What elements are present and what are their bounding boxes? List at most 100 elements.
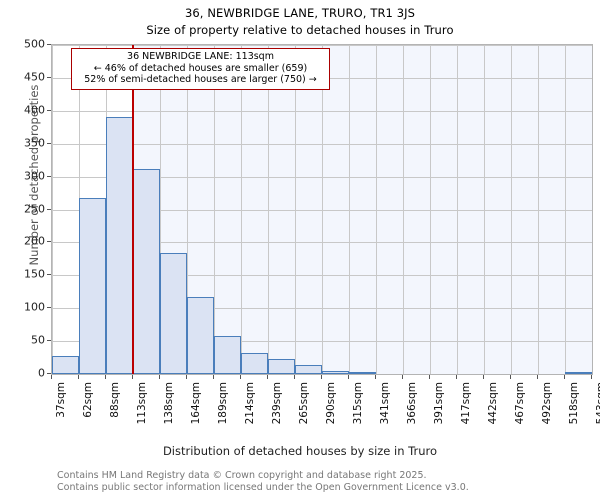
x-axis-tick-label: 442sqm (487, 382, 499, 425)
gridline-vertical (187, 45, 188, 374)
x-axis-tick-label: 214sqm (244, 382, 256, 425)
x-axis-tick-label: 366sqm (406, 382, 418, 425)
y-axis-tick-label: 0 (38, 366, 45, 380)
gridline-vertical (511, 45, 512, 374)
annotation-line-2: ← 46% of detached houses are smaller (65… (93, 62, 308, 74)
y-axis-tick-mark (47, 76, 51, 78)
bar (565, 372, 592, 374)
bar (52, 355, 79, 374)
bar (106, 116, 133, 374)
x-axis-tick-label: 315sqm (352, 382, 364, 425)
y-axis-tick-mark (47, 109, 51, 111)
x-axis-tick-label: 518sqm (568, 382, 580, 425)
x-axis-tick-label: 88sqm (109, 382, 121, 418)
y-axis-tick-label: 100 (24, 300, 45, 314)
y-axis-tick-label: 450 (24, 70, 45, 84)
x-axis-tick-label: 138sqm (163, 382, 175, 425)
y-axis-tick-mark (47, 373, 51, 374)
bar (268, 358, 295, 374)
y-axis-tick-label: 400 (24, 103, 45, 117)
bar (295, 365, 322, 374)
x-axis-tick-mark (51, 375, 52, 379)
x-axis-tick-label: 391sqm (433, 382, 445, 425)
x-axis-tick-mark (294, 375, 295, 379)
gridline-vertical (403, 45, 404, 374)
x-axis-tick-label: 290sqm (325, 382, 337, 425)
y-axis-tick-label: 150 (24, 267, 45, 281)
y-axis-tick-mark (47, 175, 51, 177)
bar (187, 297, 214, 374)
x-axis-tick-mark (78, 375, 79, 379)
x-axis-tick-label: 164sqm (190, 382, 202, 425)
chart-title: 36, NEWBRIDGE LANE, TRURO, TR1 3JS (184, 6, 416, 20)
annotation-line-3: 52% of semi-detached houses are larger (… (84, 74, 317, 85)
y-axis-tick-label: 350 (24, 136, 45, 150)
footer-line-2: Contains public sector information licen… (57, 481, 469, 493)
y-axis-tick-mark (47, 142, 51, 144)
gridline-vertical (565, 45, 566, 374)
x-axis-tick-mark (348, 375, 349, 379)
x-axis-tick-label: 113sqm (136, 382, 148, 425)
gridline-vertical (214, 45, 215, 374)
x-axis-tick-mark (240, 375, 241, 379)
gridline-vertical (268, 45, 269, 374)
x-axis-tick-mark (267, 375, 268, 379)
y-axis-tick-label: 250 (24, 202, 45, 215)
y-axis-tick-mark (47, 241, 51, 243)
chart-subtitle: Size of property relative to detached ho… (146, 23, 454, 37)
x-axis-tick-mark (591, 375, 592, 379)
gridline-vertical (592, 45, 593, 374)
gridline-vertical (484, 45, 485, 374)
y-axis-tick-mark (47, 340, 51, 342)
y-axis-tick-label: 300 (24, 169, 45, 183)
x-axis-tick-mark (402, 375, 403, 379)
x-axis-tick-mark (429, 375, 430, 379)
x-axis-tick-mark (537, 375, 538, 379)
x-axis-label: Distribution of detached houses by size … (162, 444, 438, 458)
y-axis-tick-label: 200 (24, 234, 45, 248)
y-axis-tick-label: 50 (31, 333, 45, 347)
annotation-line-1: 36 NEWBRIDGE LANE: 113sqm (127, 51, 274, 62)
gridline-vertical (322, 45, 323, 374)
y-axis-tick-mark (47, 307, 51, 309)
gridline-vertical (295, 45, 296, 374)
footer-attribution: Contains HM Land Registry data © Crown c… (57, 470, 469, 493)
x-axis-tick-label: 37sqm (55, 382, 67, 418)
plot-area (51, 44, 593, 375)
gridline-vertical (457, 45, 458, 374)
x-axis-tick-label: 492sqm (541, 382, 553, 425)
x-axis-tick-mark (483, 375, 484, 379)
gridline-vertical (376, 45, 377, 374)
bar (241, 352, 268, 374)
x-axis-tick-label: 543sqm (595, 382, 600, 425)
gridline-vertical (349, 45, 350, 374)
property-size-marker-line (132, 45, 134, 374)
x-axis-tick-label: 417sqm (460, 382, 472, 425)
gridline-vertical (430, 45, 431, 374)
gridline-vertical (52, 45, 53, 374)
y-axis-tick-mark (47, 274, 51, 276)
y-axis-tick-label: 500 (24, 37, 45, 51)
x-axis-tick-label: 467sqm (514, 382, 526, 425)
x-axis-tick-label: 265sqm (298, 382, 310, 425)
footer-line-1: Contains HM Land Registry data © Crown c… (57, 470, 427, 481)
bar (214, 335, 241, 374)
x-axis-tick-mark (456, 375, 457, 379)
x-axis-tick-mark (321, 375, 322, 379)
x-axis-tick-mark (105, 375, 106, 379)
bar (160, 252, 187, 374)
bar (79, 198, 106, 374)
x-axis-tick-mark (213, 375, 214, 379)
annotation-box: 36 NEWBRIDGE LANE: 113sqm ← 46% of detac… (71, 48, 330, 90)
x-axis-tick-label: 239sqm (271, 382, 283, 425)
x-axis-tick-mark (159, 375, 160, 379)
x-axis-tick-label: 62sqm (82, 382, 94, 418)
bar (322, 371, 349, 374)
x-axis-tick-mark (510, 375, 511, 379)
gridline-vertical (241, 45, 242, 374)
x-axis-tick-label: 189sqm (217, 382, 229, 425)
gridline-vertical (160, 45, 161, 374)
x-axis-tick-mark (564, 375, 565, 379)
y-axis-tick-mark (47, 44, 51, 45)
